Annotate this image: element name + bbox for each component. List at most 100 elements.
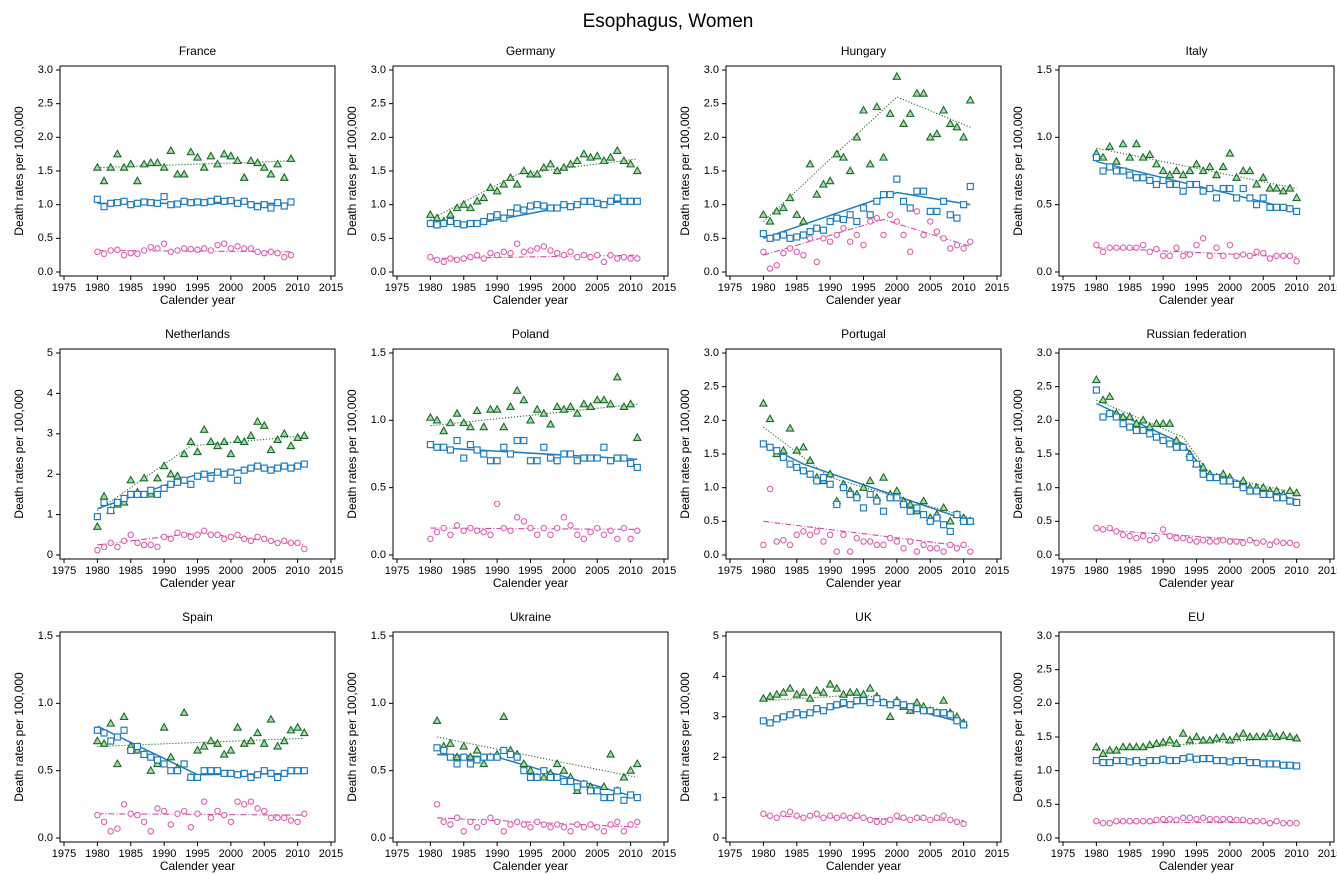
circle-marker: [94, 248, 101, 256]
x-tick-label: 2000: [219, 282, 243, 294]
circle-marker: [214, 241, 221, 249]
circle-marker: [926, 218, 934, 225]
triangle-marker: [559, 162, 569, 171]
x-tick-label: 1990: [818, 282, 842, 294]
square-marker: [160, 484, 168, 492]
square-marker: [113, 733, 122, 741]
square-marker: [1166, 756, 1174, 765]
circle-marker: [147, 828, 155, 835]
triangle-marker: [159, 722, 169, 731]
square-marker: [133, 490, 142, 498]
triangle-marker: [132, 176, 142, 185]
triangle-marker: [505, 172, 516, 181]
triangle-marker: [758, 209, 768, 218]
square-marker: [453, 760, 461, 768]
circle-marker: [913, 548, 921, 555]
square-marker: [1259, 490, 1267, 498]
square-marker: [786, 234, 794, 242]
circle-marker: [281, 253, 288, 261]
x-tick-label: 2000: [885, 848, 909, 860]
triangle-marker: [485, 182, 495, 191]
triangle-marker: [1145, 422, 1155, 431]
triangle-marker: [1292, 488, 1302, 497]
circle-marker: [820, 235, 827, 242]
square-marker: [473, 219, 481, 228]
circle-marker: [274, 539, 281, 547]
triangle-marker: [112, 149, 122, 158]
triangle-marker: [1138, 152, 1148, 161]
x-tick-label: 1990: [485, 282, 509, 294]
square-marker: [1099, 413, 1107, 421]
square-marker: [213, 195, 222, 203]
triangle-marker: [273, 434, 283, 444]
triangle-marker: [1118, 412, 1128, 421]
x-tick-label: 1995: [185, 848, 209, 860]
circle-marker: [207, 531, 215, 539]
x-tick-label: 1975: [1051, 282, 1075, 294]
triangle-marker: [778, 203, 788, 212]
triangle-marker: [445, 209, 455, 218]
circle-marker: [1106, 244, 1113, 252]
trend-line: [97, 249, 291, 253]
square-marker: [160, 192, 168, 201]
circle-marker: [826, 531, 834, 539]
triangle-marker: [1171, 166, 1182, 175]
x-tick-label: 1980: [1084, 282, 1108, 294]
circle-marker: [607, 821, 614, 828]
circle-marker: [533, 531, 541, 539]
circle-marker: [793, 248, 800, 256]
triangle-marker: [126, 475, 136, 484]
circle-marker: [187, 245, 195, 253]
y-tick-label: 2.0: [1037, 414, 1052, 426]
circle-marker: [180, 531, 188, 539]
square-marker: [233, 476, 242, 484]
y-tick-label: 0.0: [1037, 549, 1052, 561]
x-tick-label: 2005: [585, 565, 609, 577]
x-tick-label: 1975: [1051, 565, 1075, 577]
y-tick-label: 2.0: [704, 414, 719, 426]
square-marker: [1212, 194, 1221, 202]
circle-marker: [240, 245, 248, 252]
square-marker: [100, 729, 108, 737]
square-marker: [1112, 413, 1121, 421]
circle-marker: [833, 548, 841, 555]
circle-marker: [227, 818, 235, 826]
x-tick-label: 1990: [1151, 565, 1175, 577]
triangle-marker: [798, 216, 808, 225]
circle-marker: [1219, 815, 1227, 823]
circle-marker: [301, 545, 308, 553]
triangle-marker: [619, 772, 629, 781]
y-axis-label: Death rates per 100,000: [12, 672, 26, 802]
square-marker: [1206, 754, 1214, 763]
y-tick-label: 1.0: [1037, 765, 1052, 777]
circle-marker: [200, 245, 208, 252]
triangle-marker: [559, 765, 569, 774]
square-marker: [1252, 758, 1261, 767]
square-marker: [793, 709, 801, 717]
triangle-marker: [452, 752, 462, 761]
square-marker: [766, 234, 774, 242]
circle-marker: [793, 812, 800, 820]
square-marker: [819, 707, 828, 715]
square-marker: [1106, 163, 1114, 171]
square-marker: [480, 450, 488, 458]
square-marker: [153, 756, 162, 764]
x-axis-label: Calender year: [493, 859, 568, 873]
circle-marker: [866, 816, 874, 824]
circle-marker: [287, 539, 295, 547]
triangle-marker: [632, 166, 642, 175]
square-marker: [187, 199, 195, 207]
square-marker: [227, 769, 235, 777]
triangle-marker: [905, 108, 915, 117]
square-marker: [1252, 487, 1261, 495]
x-axis-label: Calender year: [826, 293, 901, 307]
circle-marker: [1139, 817, 1147, 825]
y-tick-label: 0.5: [371, 232, 386, 244]
y-tick-label: 2.0: [1037, 697, 1052, 709]
y-tick-label: 0: [47, 549, 53, 561]
square-marker: [1239, 184, 1247, 193]
square-marker: [127, 201, 135, 209]
trend-line: [762, 96, 971, 222]
plot-frame: [59, 65, 336, 277]
triangle-marker: [579, 149, 589, 158]
